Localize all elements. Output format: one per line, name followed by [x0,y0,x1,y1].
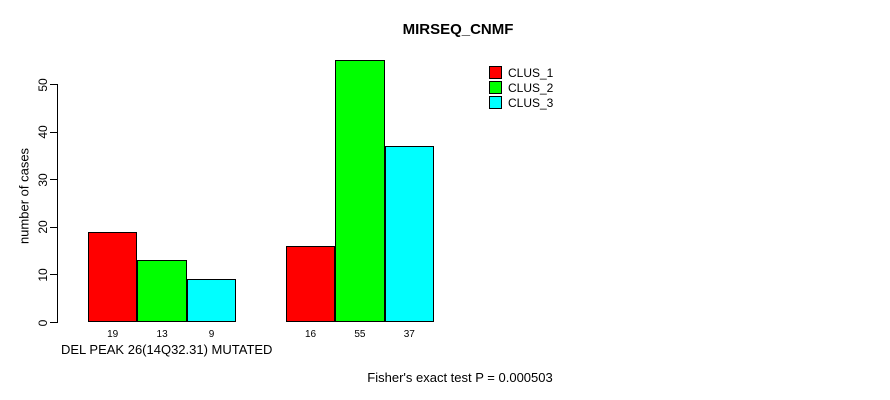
legend-swatch-clus_1 [489,66,502,79]
bar-clus_2-group-2 [335,60,385,322]
legend-row-clus_2: CLUS_2 [489,80,554,95]
bar-value-label: 37 [403,329,415,340]
y-axis-line [57,84,58,323]
legend-label: CLUS_2 [508,80,554,95]
y-tick [50,179,57,181]
bar-clus_1-group-2 [285,246,336,322]
bar-value-label: 55 [354,329,366,340]
y-tick-label: 20 [36,220,50,234]
legend-swatch-clus_3 [489,96,502,109]
bar-value-label: 13 [156,329,168,340]
y-tick-label: 40 [36,125,50,139]
footnote-fisher-test: Fisher's exact test P = 0.000503 [367,370,553,385]
y-tick-label: 10 [36,268,50,282]
bar-clus_3-group-2 [384,146,434,322]
bar-value-label: 16 [304,329,317,340]
legend: CLUS_1 CLUS_2 CLUS_3 [489,65,554,110]
legend-swatch-clus_2 [489,81,502,94]
bar-clus_2-group-1 [137,260,187,322]
legend-row-clus_1: CLUS_1 [489,65,554,80]
bar-value-label: 9 [208,329,215,340]
legend-label: CLUS_1 [508,65,554,80]
y-tick-label: 0 [36,319,50,326]
y-tick [50,226,57,228]
y-tick-label: 50 [36,77,50,92]
bar-value-label: 19 [107,329,119,340]
legend-row-clus_3: CLUS_3 [489,95,554,110]
legend-label: CLUS_3 [508,95,554,110]
y-tick [50,84,57,85]
y-tick [50,131,57,133]
bar-clus_3-group-1 [186,279,237,322]
chart-title: MIRSEQ_CNMF [402,21,514,38]
y-tick [50,322,57,323]
bar-clus_1-group-1 [88,232,138,322]
x-axis-label: DEL PEAK 26(14Q32.31) MUTATED [61,342,273,357]
y-tick [50,274,57,276]
y-tick-label: 30 [36,173,50,187]
